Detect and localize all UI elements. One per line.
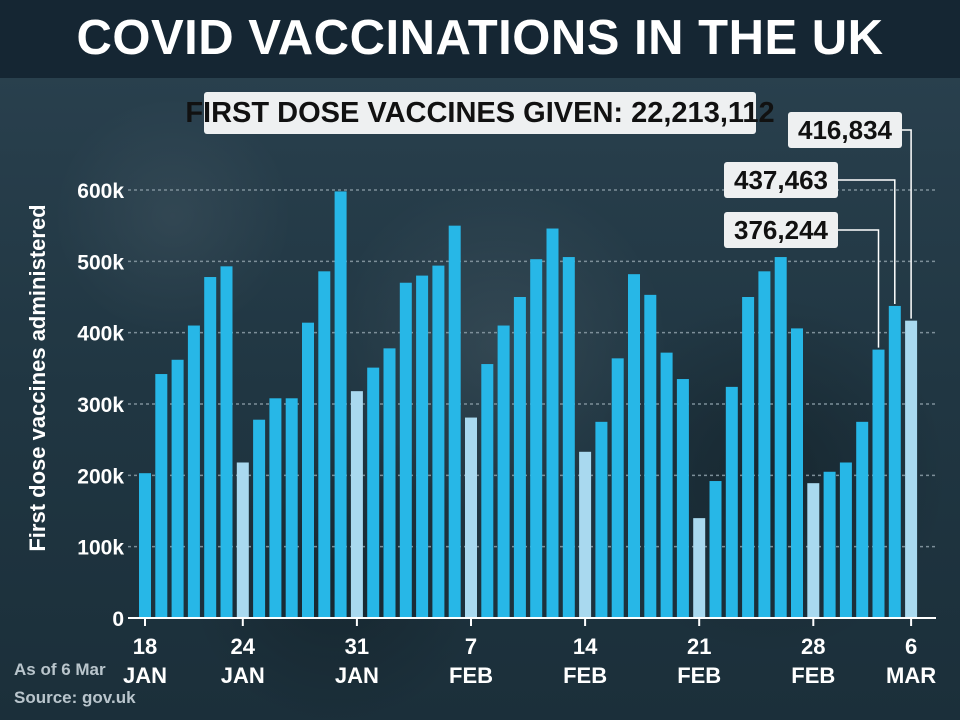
- as-of-date: As of 6 Mar: [14, 660, 106, 679]
- bar: [611, 358, 624, 618]
- page-title: COVID VACCINATIONS IN THE UK: [76, 11, 884, 65]
- bar: [302, 322, 314, 618]
- x-tick-day: 24: [231, 634, 256, 659]
- callout-leader-line: [836, 229, 880, 348]
- bar: [628, 274, 640, 618]
- x-tick-month: MAR: [886, 663, 936, 688]
- value-callout: 376,244: [724, 212, 838, 248]
- bar: [350, 391, 363, 618]
- bar: [448, 225, 461, 618]
- x-tick-month: JAN: [123, 663, 167, 688]
- bar: [562, 257, 575, 618]
- bar: [742, 297, 755, 618]
- x-tick-month: FEB: [791, 663, 835, 688]
- x-tick-day: 6: [905, 634, 917, 659]
- callout-leader-line: [836, 179, 896, 304]
- bars: [139, 191, 918, 618]
- bar: [171, 359, 184, 618]
- bar: [839, 462, 852, 618]
- bar: [318, 271, 331, 618]
- x-tick-day: 14: [573, 634, 598, 659]
- y-tick-label: 100k: [77, 537, 124, 560]
- bar: [432, 265, 445, 618]
- bar: [465, 417, 477, 618]
- bar: [204, 277, 217, 618]
- bar: [791, 328, 803, 618]
- y-tick-label: 400k: [77, 323, 124, 346]
- x-tick-month: FEB: [563, 663, 607, 688]
- y-tick-label: 500k: [77, 251, 124, 274]
- y-axis-ticks: 0 100k 200k 300k 400k 500k 600k: [77, 180, 124, 631]
- bar: [416, 275, 429, 618]
- y-tick-label: 600k: [77, 180, 124, 203]
- bar: [693, 518, 706, 618]
- bar: [644, 294, 657, 618]
- y-tick-label: 0: [112, 608, 124, 631]
- bar: [497, 325, 510, 618]
- bar: [253, 419, 266, 618]
- callout-leaders: [836, 129, 912, 348]
- bar: [546, 228, 559, 618]
- bar: [807, 483, 820, 618]
- x-tick-day: 18: [133, 634, 157, 659]
- x-tick-month: FEB: [449, 663, 493, 688]
- x-tick-month: FEB: [677, 663, 721, 688]
- bar: [530, 259, 543, 618]
- y-tick-label: 300k: [77, 394, 124, 417]
- bar: [367, 367, 380, 618]
- bar: [725, 386, 738, 618]
- bar: [579, 451, 592, 618]
- bar: [285, 398, 298, 618]
- bar: [220, 266, 233, 618]
- total-doses-banner: FIRST DOSE VACCINES GIVEN: 22,213,112: [185, 92, 775, 134]
- x-axis-ticks: 18 JAN 24 JAN 31 JAN 7 FEB 14 FEB 21 FEB 28 FEB 6 MAR: [123, 618, 936, 688]
- x-tick-month: JAN: [335, 663, 379, 688]
- bar: [872, 349, 885, 618]
- source-credit: Source: gov.uk: [14, 688, 136, 707]
- bar: [774, 257, 787, 618]
- bar: [888, 305, 901, 618]
- bar: [334, 191, 347, 618]
- value-callout: 437,463: [724, 162, 838, 198]
- value-callout: 416,834: [788, 112, 902, 148]
- bar: [383, 348, 396, 618]
- title-bar: COVID VACCINATIONS IN THE UK: [0, 0, 960, 78]
- bar: [481, 364, 494, 618]
- bar: [676, 379, 689, 618]
- bar: [595, 421, 608, 618]
- total-doses-text: FIRST DOSE VACCINES GIVEN: 22,213,112: [185, 96, 775, 129]
- bar: [660, 352, 673, 618]
- bar: [513, 297, 526, 618]
- bar: [758, 271, 771, 618]
- bar: [399, 282, 412, 618]
- x-tick-day: 28: [801, 634, 825, 659]
- x-tick-day: 7: [465, 634, 477, 659]
- bar: [236, 462, 249, 618]
- bar: [856, 421, 869, 618]
- bar: [269, 398, 282, 618]
- x-tick-day: 21: [687, 634, 711, 659]
- x-tick-month: JAN: [221, 663, 265, 688]
- bar: [139, 473, 151, 618]
- bar: [905, 320, 918, 618]
- callout-leader-line: [900, 129, 912, 319]
- bar: [709, 481, 722, 618]
- y-tick-label: 200k: [77, 465, 124, 488]
- bar: [823, 471, 836, 618]
- x-tick-day: 31: [345, 634, 369, 659]
- bar: [187, 325, 200, 618]
- bar: [155, 374, 168, 618]
